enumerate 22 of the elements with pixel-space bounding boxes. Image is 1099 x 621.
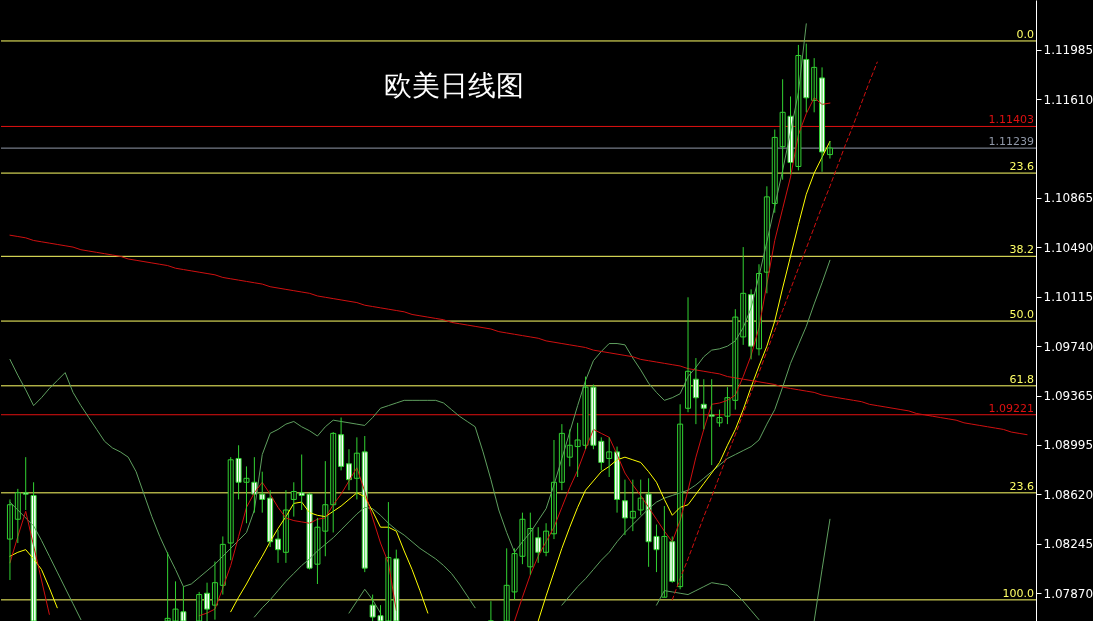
y-tick-label: 1.11985: [1043, 43, 1094, 58]
annotation: 50.0: [1009, 308, 1034, 322]
annotation: 23.6: [1009, 160, 1034, 174]
y-tick-label: 1.08620: [1043, 487, 1094, 502]
text: 欧美日线图: [384, 69, 524, 102]
annotation: 61.8: [1009, 372, 1034, 386]
y-tick-label: 1.08995: [1043, 438, 1094, 453]
annotation: 100.0: [1002, 586, 1034, 600]
annotation: 23.6: [1009, 479, 1034, 493]
y-tick-label: 1.11610: [1043, 92, 1094, 107]
y-tick-label: 1.09365: [1043, 389, 1094, 404]
ref-line-label: 1.11239: [988, 135, 1034, 149]
y-tick-label: 1.08245: [1043, 537, 1094, 552]
y-tick-label: 1.10115: [1043, 290, 1094, 305]
y-tick-label: 1.09740: [1043, 339, 1094, 354]
annotation: 0.0: [1016, 27, 1034, 41]
y-tick-label: 1.10490: [1043, 240, 1094, 255]
ref-line-label: 1.09221: [988, 401, 1034, 415]
ref-line-label: 1.11403: [988, 113, 1034, 127]
y-tick-label: 1.07870: [1043, 586, 1094, 601]
annotation: 38.2: [1009, 243, 1034, 257]
y-tick-label: 1.10865: [1043, 191, 1094, 206]
